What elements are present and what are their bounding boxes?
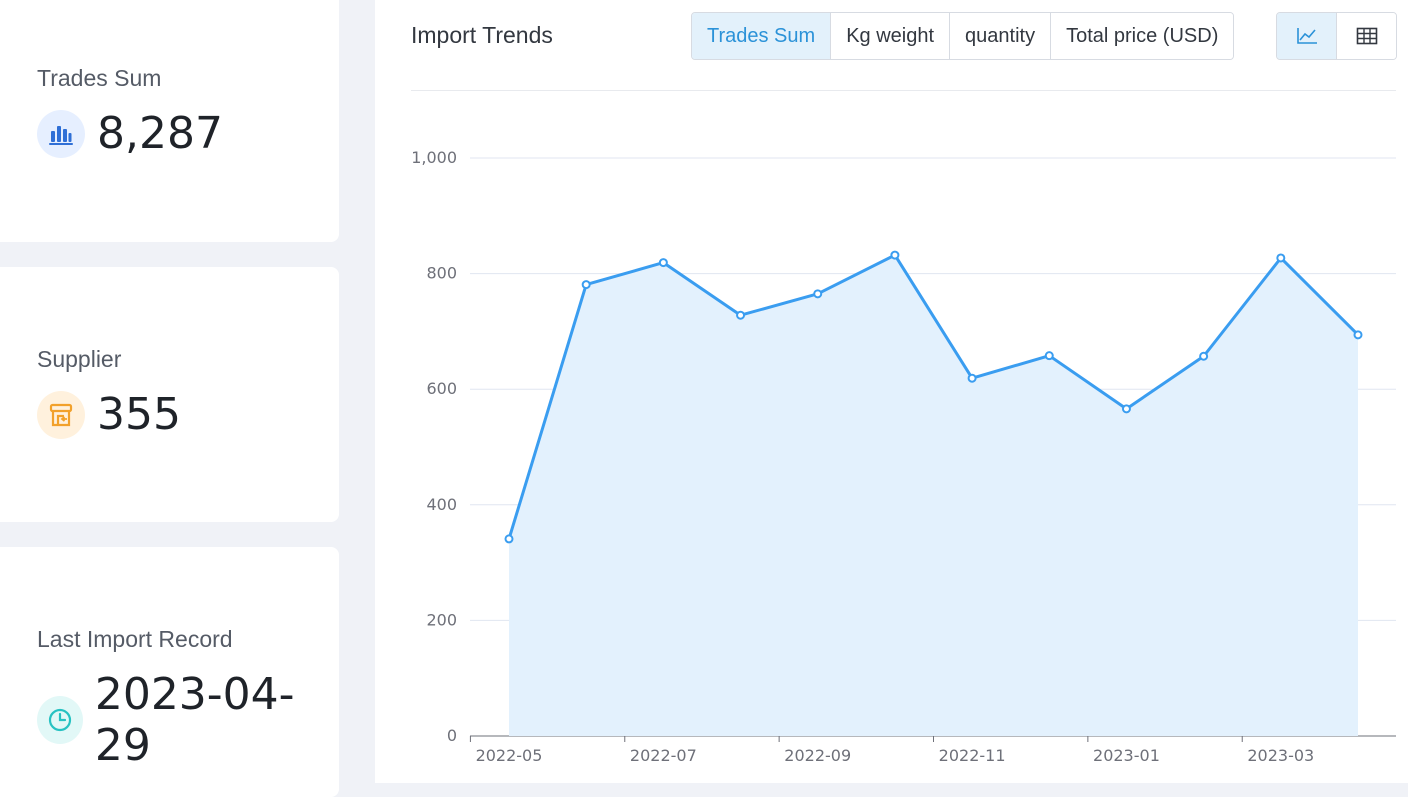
- y-tick-label: 800: [426, 264, 457, 283]
- import-trends-panel: Import Trends Trades Sum Kg weight quant…: [375, 0, 1408, 783]
- tab-kg-weight[interactable]: Kg weight: [830, 13, 950, 59]
- data-point: [890, 250, 900, 260]
- y-tick-label: 600: [426, 379, 457, 398]
- view-toggle: [1276, 12, 1397, 60]
- x-tick-label: 2022-09: [784, 746, 851, 765]
- x-tick-label: 2022-11: [939, 746, 1006, 765]
- line-chart-view-button[interactable]: [1277, 13, 1336, 59]
- x-tick-label: 2023-01: [1093, 746, 1160, 765]
- clock-icon: [37, 696, 83, 744]
- header-divider: [411, 90, 1396, 91]
- data-point: [736, 310, 746, 320]
- data-point: [1044, 351, 1054, 361]
- data-point: [1276, 253, 1286, 263]
- line-chart-icon: [1296, 28, 1317, 44]
- y-tick-label: 200: [426, 610, 457, 629]
- data-point: [1199, 351, 1209, 361]
- tab-quantity[interactable]: quantity: [949, 13, 1051, 59]
- series-line: [507, 253, 1360, 540]
- data-point: [504, 534, 514, 544]
- trades-sum-value: 8,287: [97, 108, 223, 159]
- table-view-button[interactable]: [1336, 13, 1396, 59]
- tab-total-price[interactable]: Total price (USD): [1050, 13, 1234, 59]
- bar-chart-icon: [37, 109, 85, 158]
- y-tick-label: 1,000: [411, 148, 457, 167]
- data-point: [1121, 404, 1131, 414]
- data-point: [658, 258, 668, 268]
- data-point: [967, 373, 977, 383]
- data-point: [813, 289, 823, 299]
- x-tick-label: 2022-05: [476, 746, 543, 765]
- import-trends-chart: 0 200 400 600 800 1,000 2022-05 2022-07 2022-09 2…: [411, 148, 1396, 765]
- data-point: [1353, 330, 1363, 340]
- last-import-value: 2023-04-29: [94, 669, 295, 771]
- supplier-card: Supplier 355: [0, 267, 339, 522]
- last-import-label: Last Import Record: [37, 626, 233, 652]
- data-point: [581, 280, 591, 290]
- x-tick-label: 2023-03: [1247, 746, 1314, 765]
- series-area: [509, 255, 1358, 736]
- supplier-label: Supplier: [37, 346, 122, 372]
- last-import-card: Last Import Record 2023-04-29: [0, 547, 339, 797]
- y-tick-label: 400: [426, 495, 457, 514]
- trades-sum-label: Trades Sum: [37, 65, 162, 91]
- table-icon: [1356, 27, 1377, 45]
- trades-sum-card: Trades Sum 8,287: [0, 0, 339, 242]
- supplier-value: 355: [97, 389, 181, 440]
- store-icon: [37, 390, 85, 439]
- x-tick-label: 2022-07: [630, 746, 697, 765]
- metric-tabs: Trades Sum Kg weight quantity Total pric…: [691, 12, 1235, 60]
- y-tick-label: 0: [447, 726, 457, 745]
- tab-trades-sum[interactable]: Trades Sum: [692, 13, 831, 59]
- panel-title: Import Trends: [411, 22, 553, 48]
